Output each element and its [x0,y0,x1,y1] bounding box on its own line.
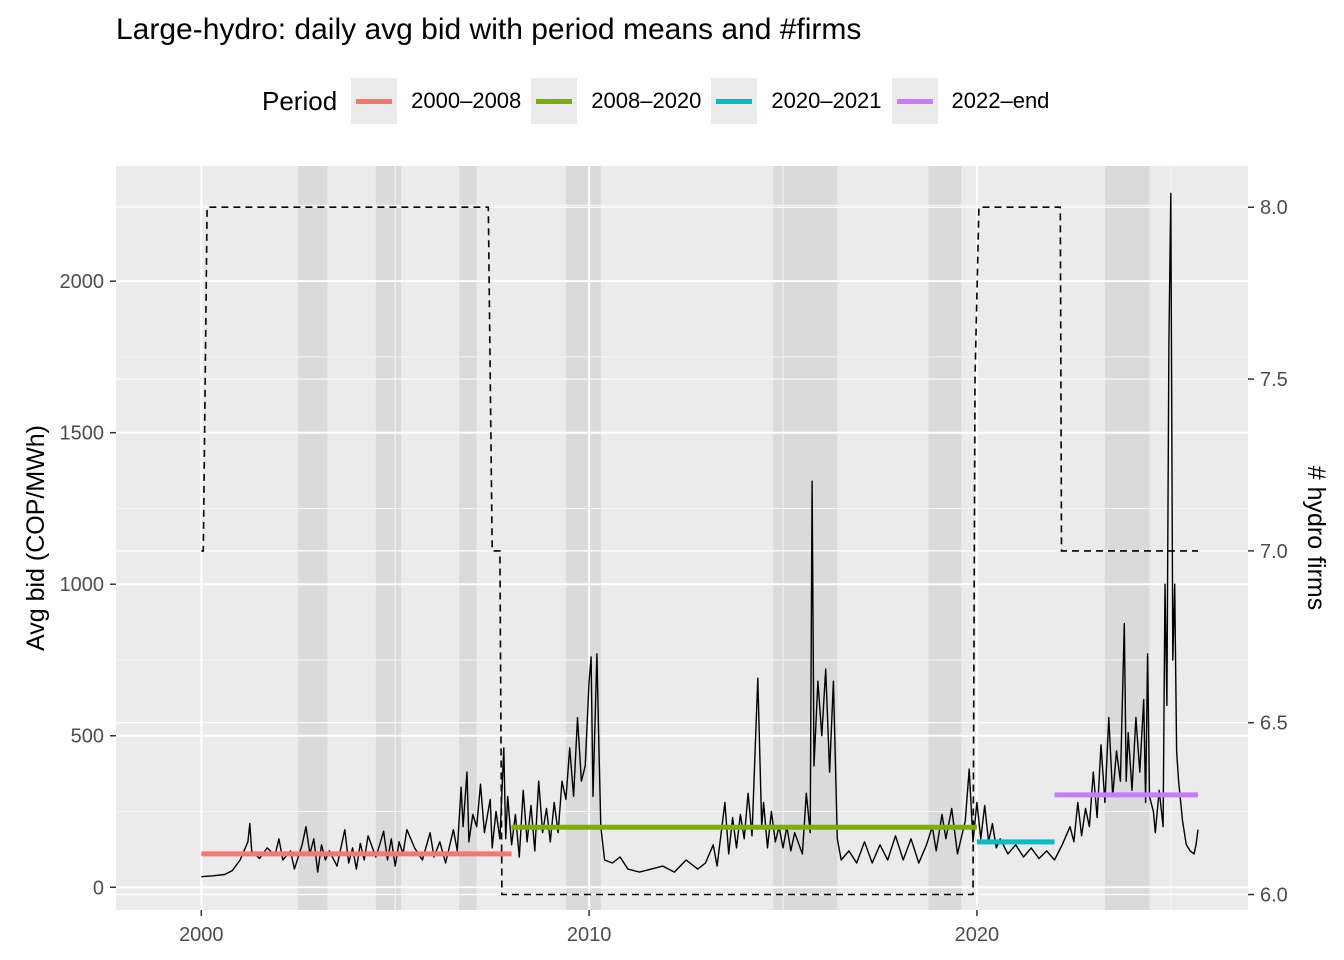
legend-label: 2020–2021 [771,88,882,113]
chart-title: Large-hydro: daily avg bid with period m… [116,13,862,46]
legend-swatch [716,99,753,104]
axes: 0 500 1000 1500 2000 6.0 6.5 7.0 7.5 8.0 2000 2010 2… [60,197,1288,946]
y-tick-label: 2000 [60,271,105,293]
shaded-period [565,166,601,910]
x-tick-label: 2020 [955,924,1000,946]
legend-swatch [896,99,933,104]
legend-key [891,78,938,124]
shaded-period [928,166,962,910]
legend-label: 2000–2008 [411,88,522,113]
legend: Period 2000–2008 2008–2020 2020–2021 202… [262,78,1059,124]
legend-swatch [356,99,393,104]
y-tick-label: 1000 [60,574,105,596]
y2-tick-label: 7.5 [1260,369,1288,391]
legend-title: Period [262,85,338,116]
shaded-period [459,166,477,910]
legend-key [531,78,578,124]
y2-tick-label: 7.0 [1260,541,1288,563]
firms-dashed-line [201,206,1198,896]
legend-key [711,78,758,124]
x-tick-label: 2000 [179,924,224,946]
shaded-period [1104,166,1150,910]
y-tick-label: 0 [93,877,104,899]
y2-tick-label: 8.0 [1260,197,1288,219]
y-axis-title: Avg bid (COP/MWh) [22,425,50,651]
y2-tick-label: 6.5 [1260,713,1288,735]
y2-axis-title: # hydro firms [1302,466,1330,610]
legend-swatch [536,99,573,104]
shaded-period [375,166,402,910]
legend-entry: 2000–2008 [351,78,521,124]
gridlines [116,166,1248,910]
x-tick-label: 2010 [567,924,612,946]
series-line-avg-bid [201,192,1199,878]
shaded-periods [298,166,1150,910]
legend-entry: 2008–2020 [531,78,701,124]
legend-label: 2008–2020 [591,88,702,113]
panel-background [116,166,1248,910]
data-layer [201,192,1199,896]
shaded-period [773,166,838,910]
shaded-period [298,166,328,910]
y2-tick-label: 6.0 [1260,885,1288,907]
legend-entry: 2022–end [891,78,1050,124]
legend-entry: 2020–2021 [711,78,882,124]
y-tick-label: 1500 [60,423,105,445]
legend-key [351,78,398,124]
y-tick-label: 500 [71,726,104,748]
legend-label: 2022–end [951,88,1050,113]
